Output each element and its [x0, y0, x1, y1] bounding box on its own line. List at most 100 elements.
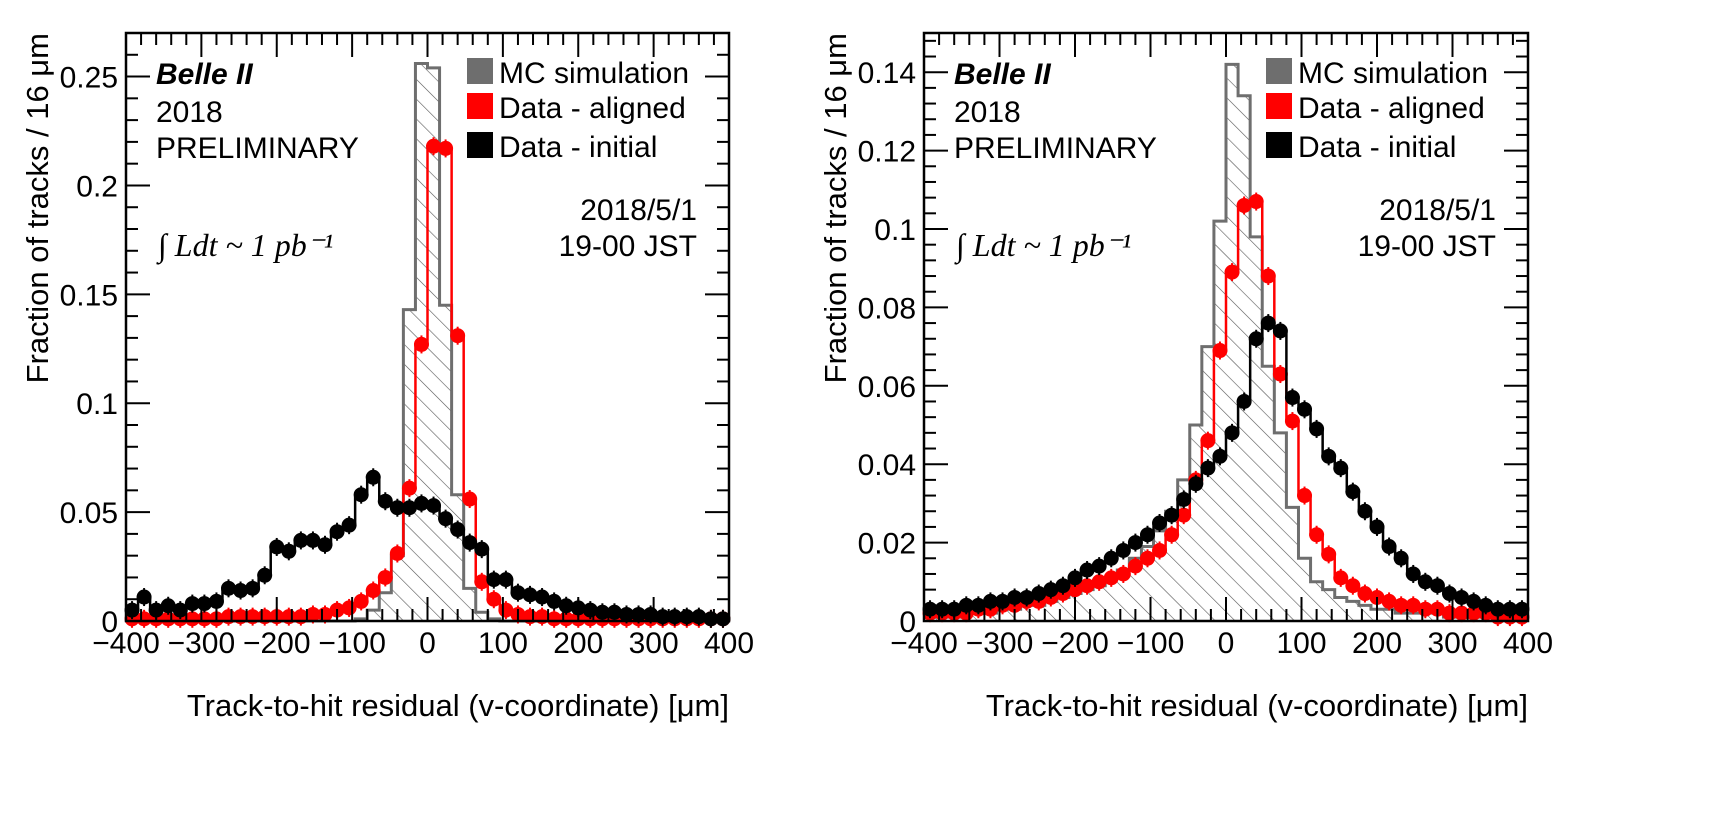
initial-data-point: [1297, 401, 1313, 417]
initial-data-point: [1248, 331, 1264, 347]
aligned-data-point: [184, 611, 200, 627]
initial-data-point: [281, 543, 297, 559]
legend-entry: Data - aligned: [1298, 92, 1485, 125]
aligned-data-point: [1357, 586, 1373, 602]
year-label: 2018: [954, 96, 1021, 129]
x-tick-label: 0: [1218, 627, 1235, 660]
legend-swatch: [1266, 132, 1292, 158]
aligned-data-point: [1200, 433, 1216, 449]
initial-data-point: [1007, 589, 1023, 605]
legend-swatch: [1266, 58, 1292, 84]
x-tick-label: 300: [629, 627, 679, 660]
x-tick-label: 400: [1503, 627, 1553, 660]
initial-data-point: [377, 493, 393, 509]
aligned-data-point: [1454, 605, 1470, 621]
x-tick-label: 400: [704, 627, 754, 660]
initial-data-point: [1309, 421, 1325, 437]
aligned-data-point: [377, 569, 393, 585]
y-tick-label: 0.12: [858, 136, 916, 169]
x-tick-label: 200: [1352, 627, 1402, 660]
initial-data-point: [401, 500, 417, 516]
aligned-data-point: [413, 336, 429, 352]
legend-swatch: [467, 132, 493, 158]
initial-data-point: [293, 532, 309, 548]
initial-data-point: [1417, 574, 1433, 590]
initial-data-point: [353, 487, 369, 503]
legend-swatch: [1266, 93, 1292, 119]
initial-data-point: [305, 532, 321, 548]
aligned-data-point: [389, 545, 405, 561]
initial-data-point: [233, 583, 249, 599]
x-tick-label: 200: [553, 627, 603, 660]
aligned-data-point: [1212, 343, 1228, 359]
y-tick-label: 0.05: [60, 497, 118, 530]
initial-data-point: [1055, 578, 1071, 594]
initial-data-point: [1272, 323, 1288, 339]
initial-data-point: [606, 604, 622, 620]
initial-data-point: [1176, 491, 1192, 507]
date-label: 2018/5/1: [1379, 194, 1496, 227]
status-label: PRELIMINARY: [156, 132, 359, 165]
aligned-data-point: [1248, 194, 1264, 210]
initial-data-point: [715, 611, 731, 627]
aligned-data-point: [1176, 507, 1192, 523]
aligned-data-point: [1297, 488, 1313, 504]
initial-data-point: [1429, 578, 1445, 594]
y-tick-label: 0: [101, 606, 118, 639]
initial-data-point: [172, 602, 188, 618]
aligned-data-point: [353, 593, 369, 609]
x-tick-label: 300: [1427, 627, 1477, 660]
initial-data-point: [1164, 507, 1180, 523]
initial-data-point: [184, 596, 200, 612]
aligned-data-point: [462, 491, 478, 507]
aligned-data-point: [1284, 413, 1300, 429]
aligned-data-point: [1224, 264, 1240, 280]
y-tick-label: 0.1: [76, 388, 118, 421]
aligned-data-point: [1127, 558, 1143, 574]
y-tick-label: 0.14: [858, 57, 916, 90]
legend-swatch: [467, 93, 493, 119]
aligned-data-point: [1321, 546, 1337, 562]
initial-data-point: [1019, 589, 1035, 605]
initial-data-point: [1236, 393, 1252, 409]
initial-data-point: [1345, 484, 1361, 500]
initial-data-point: [426, 498, 442, 514]
aligned-data-point: [1236, 197, 1252, 213]
aligned-data-point: [401, 480, 417, 496]
initial-data-point: [221, 580, 237, 596]
initial-data-point: [1139, 527, 1155, 543]
aligned-data-point: [426, 138, 442, 154]
initial-data-point: [413, 495, 429, 511]
initial-data-point: [1369, 519, 1385, 535]
x-tick-label: −100: [1117, 627, 1185, 660]
x-tick-label: −400: [890, 627, 958, 660]
y-tick-label: 0: [899, 606, 916, 639]
aligned-data-point: [450, 328, 466, 344]
initial-data-point: [510, 585, 526, 601]
initial-data-point: [1127, 535, 1143, 551]
initial-data-point: [1260, 315, 1276, 331]
y-tick-label: 0.25: [60, 62, 118, 95]
aligned-data-point: [1333, 570, 1349, 586]
time-label: 19-00 JST: [1358, 230, 1496, 263]
initial-data-point: [1115, 542, 1131, 558]
legend-entry: Data - initial: [1298, 131, 1456, 164]
initial-data-point: [594, 604, 610, 620]
initial-data-point: [269, 539, 285, 555]
x-axis-title: Track-to-hit residual (v-coordinate) [μm…: [986, 688, 1528, 723]
aligned-data-point: [1260, 268, 1276, 284]
initial-data-point: [1333, 460, 1349, 476]
initial-data-point: [1454, 589, 1470, 605]
aligned-data-point: [1164, 527, 1180, 543]
initial-data-point: [1103, 550, 1119, 566]
initial-data-point: [1091, 558, 1107, 574]
left-panel: 0 0.05 0.1 0.15 0.2 0.25 −400 −300 −200 −100 0 100 2…: [20, 31, 754, 723]
initial-data-point: [136, 589, 152, 605]
initial-data-point: [474, 541, 490, 557]
legend-entry: Data - initial: [499, 131, 657, 164]
initial-data-point: [257, 567, 273, 583]
x-tick-label: −200: [243, 627, 311, 660]
aligned-data-point: [546, 611, 562, 627]
y-tick-label: 0.15: [60, 279, 118, 312]
initial-data-point: [341, 517, 357, 533]
